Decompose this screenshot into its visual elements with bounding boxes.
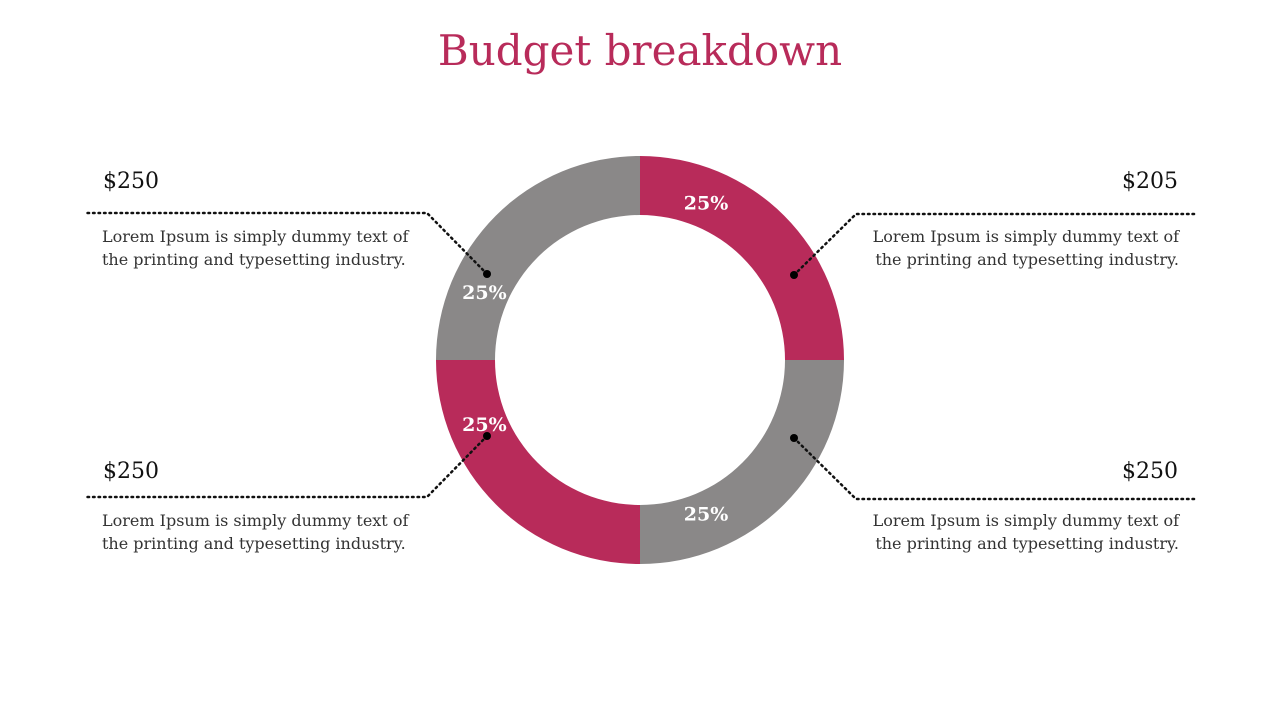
donut-slice-top-left [436, 156, 640, 360]
leader-lines [83, 211, 1199, 501]
callout-top-left-amount: $250 [103, 169, 159, 194]
donut-slices [436, 156, 844, 564]
callout-bottom-right-text: Lorem Ipsum is simply dummy text of the … [872, 511, 1179, 553]
donut-slice-top-right [640, 156, 844, 360]
leader-line-top-right [792, 212, 1199, 277]
callout-bottom-left-text: Lorem Ipsum is simply dummy text of the … [102, 511, 409, 553]
slice-label-bottom-right: 25% [684, 504, 729, 526]
leader-dot-bottom-left [483, 432, 491, 440]
slice-label-bottom-left: 25% [462, 414, 507, 436]
leader-line-bottom-left [83, 434, 489, 499]
page-title: Budget breakdown [437, 26, 843, 75]
donut-slice-bottom-left [436, 360, 640, 564]
donut-slice-bottom-right [640, 360, 844, 564]
slice-label-top-right: 25% [684, 192, 729, 214]
leader-dot-top-left [483, 270, 491, 278]
leader-dot-top-right [790, 271, 798, 279]
leader-line-bottom-right [792, 436, 1199, 501]
callout-top-right-amount: $205 [1122, 169, 1178, 194]
slice-label-top-left: 25% [462, 282, 507, 304]
leader-dot-bottom-right [790, 434, 798, 442]
slice-labels: 25% 25% 25% 25% [462, 192, 728, 525]
callout-bottom-right-amount: $250 [1122, 459, 1178, 484]
callout-top-left-text: Lorem Ipsum is simply dummy text of the … [102, 227, 409, 269]
callout-top-right-text: Lorem Ipsum is simply dummy text of the … [872, 227, 1179, 269]
callout-bottom-left-amount: $250 [103, 459, 159, 484]
leader-line-top-left [83, 211, 489, 276]
